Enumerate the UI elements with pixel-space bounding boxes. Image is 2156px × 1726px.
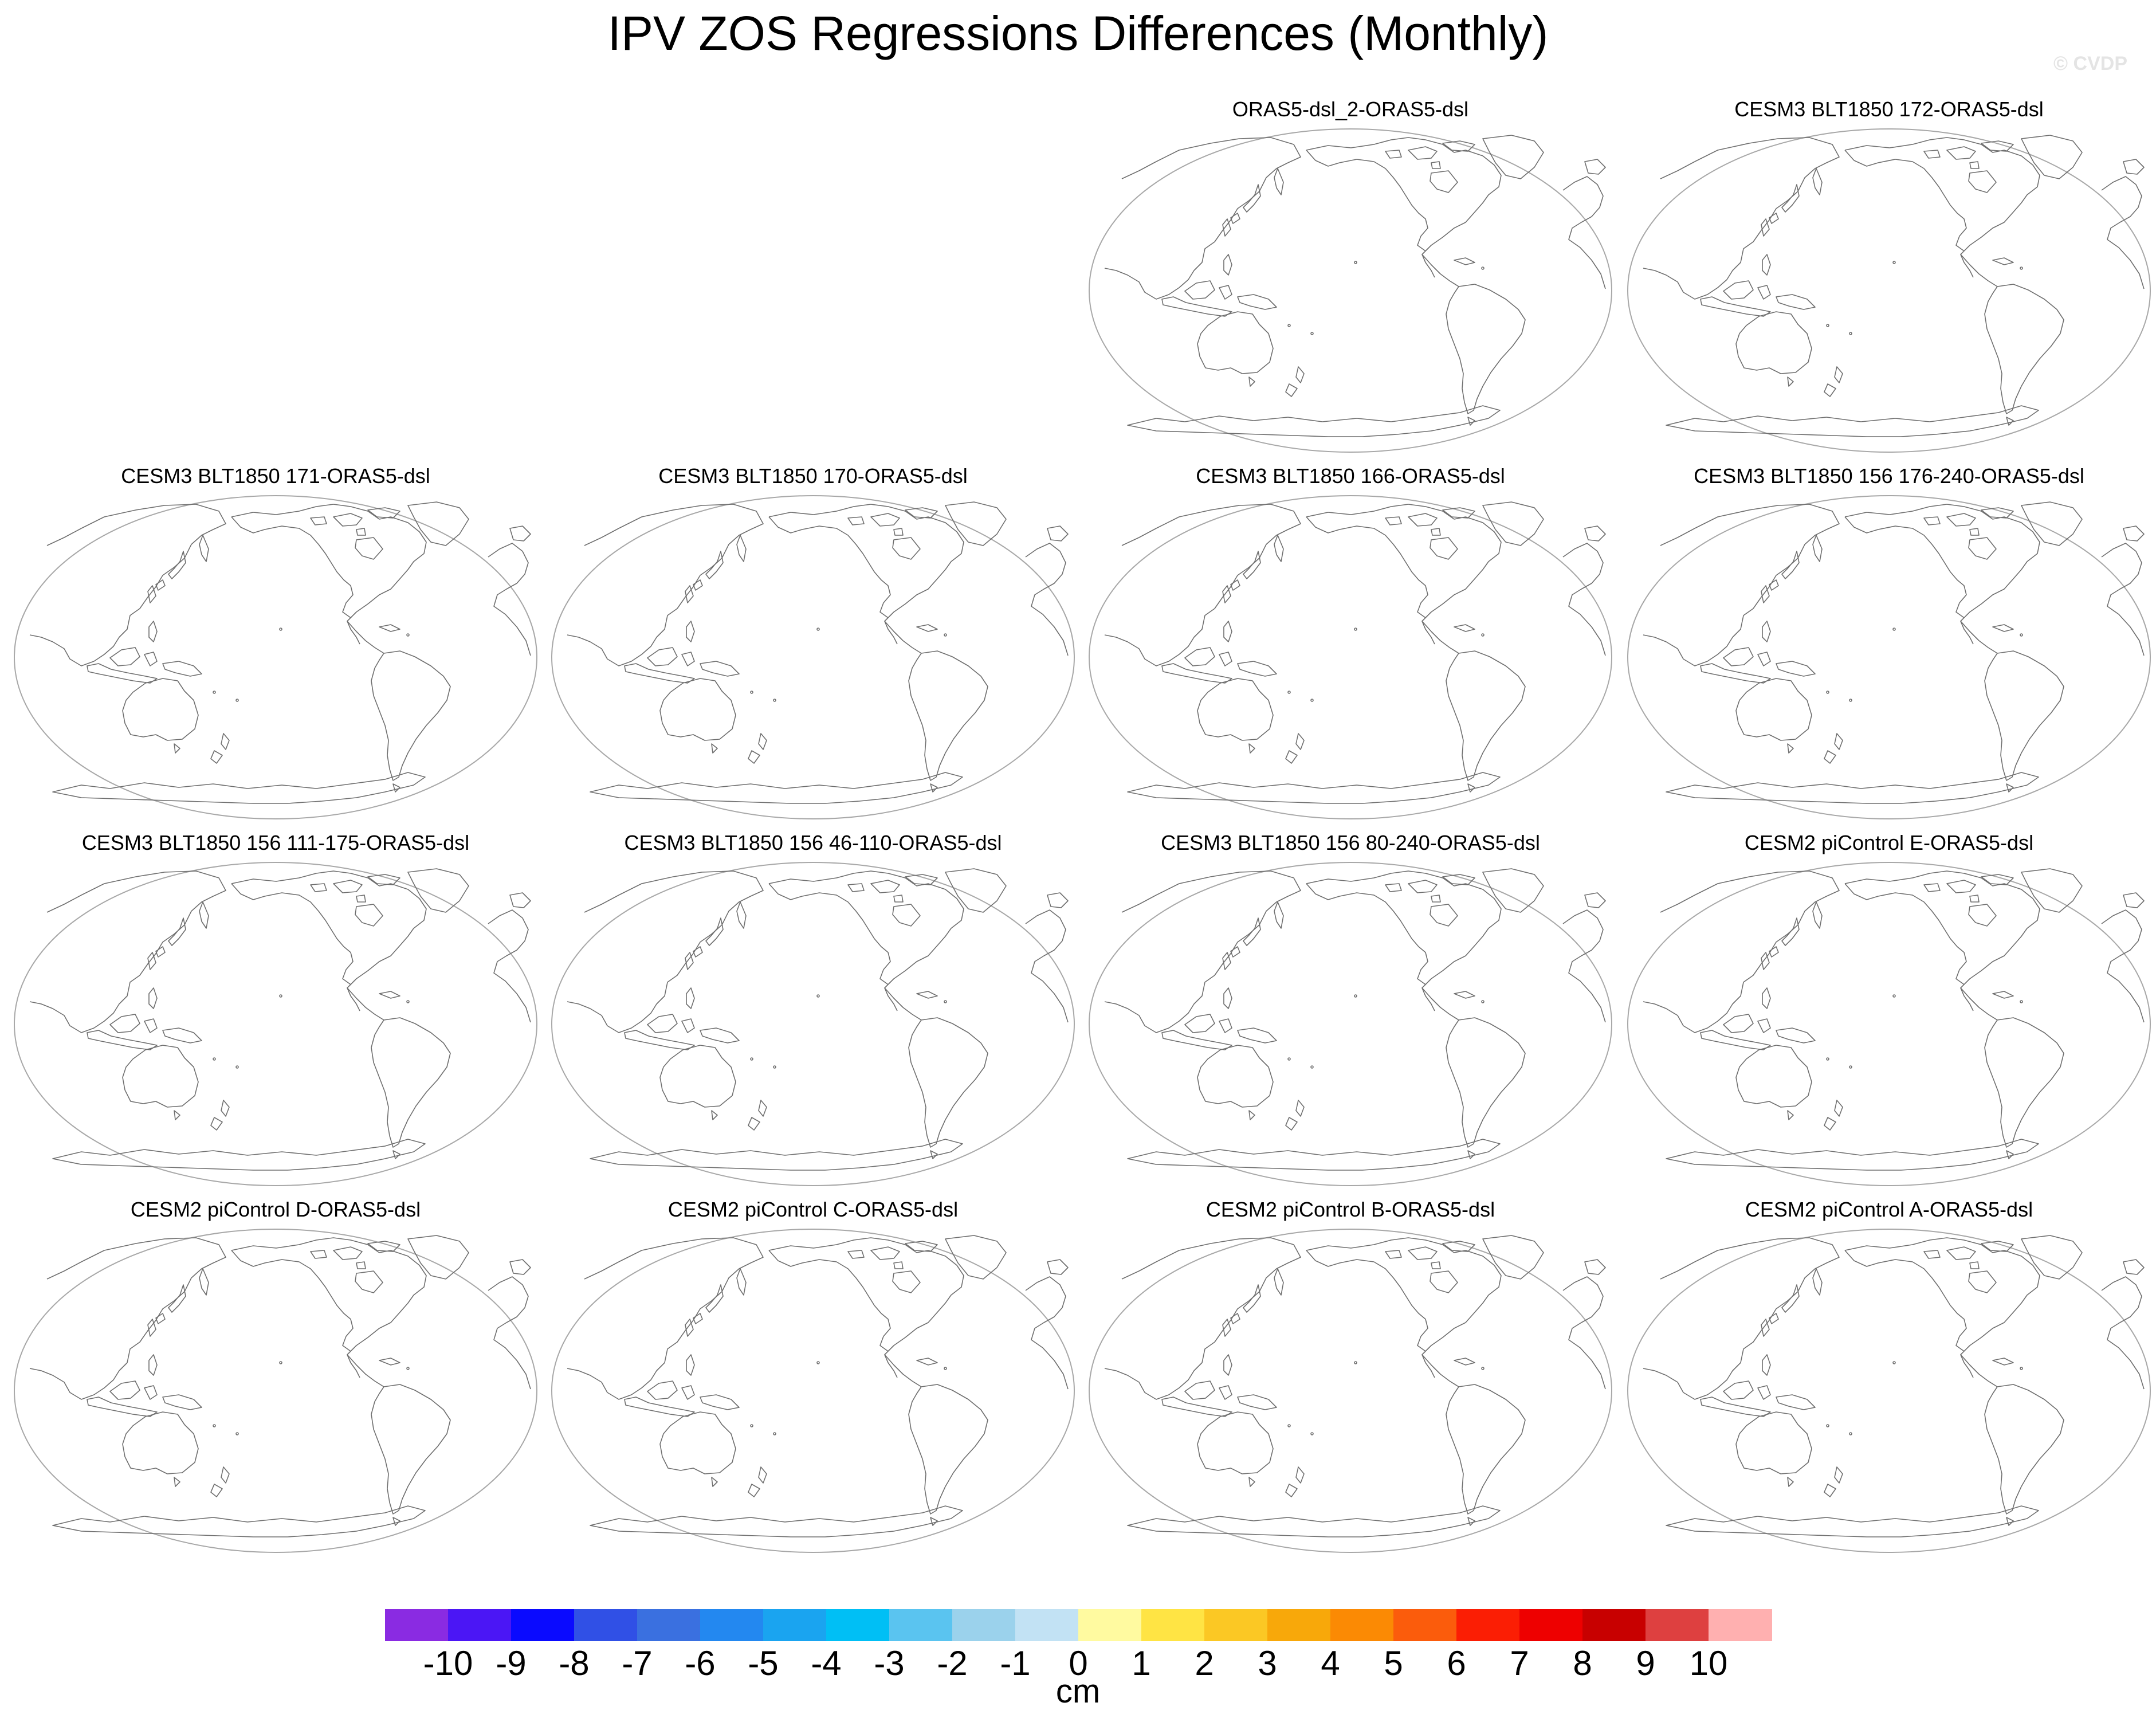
map-panel: CESM2 piControl C-ORAS5-dsl — [544, 1198, 1082, 1564]
map-panel: CESM3 BLT1850 166-ORAS5-dsl — [1082, 464, 1619, 831]
colorbar-tick-label: -2 — [937, 1644, 968, 1682]
colorbar-box — [763, 1609, 827, 1641]
panel-title: CESM2 piControl E-ORAS5-dsl — [1744, 831, 2034, 854]
colorbar-tick-label: 8 — [1573, 1644, 1592, 1682]
colorbar-box — [574, 1609, 638, 1641]
map-panel: CESM2 piControl A-ORAS5-dsl — [1620, 1198, 2156, 1564]
colorbar-tick-label: -5 — [748, 1644, 779, 1682]
colorbar-box — [1709, 1609, 1772, 1641]
panel-title: CESM3 BLT1850 171-ORAS5-dsl — [121, 464, 430, 488]
map-panel: CESM2 piControl E-ORAS5-dsl — [1620, 831, 2156, 1198]
panel-title: CESM2 piControl B-ORAS5-dsl — [1205, 1198, 1495, 1221]
colorbar-box — [1015, 1609, 1079, 1641]
colorbar-tick-label: -7 — [622, 1644, 653, 1682]
panel-title: CESM3 BLT1850 156 176-240-ORAS5-dsl — [1694, 464, 2084, 488]
colorbar-tick-label: 3 — [1258, 1644, 1277, 1682]
map-panel: ORAS5-dsl_2-ORAS5-dsl — [1082, 97, 1619, 464]
panel-title: CESM2 piControl C-ORAS5-dsl — [667, 1198, 959, 1221]
colorbar-tick-label: 2 — [1195, 1644, 1214, 1682]
cvdp-watermark: © CVDP — [2053, 53, 2127, 74]
colorbar-box — [1330, 1609, 1394, 1641]
panel-title: CESM3 BLT1850 170-ORAS5-dsl — [658, 464, 968, 488]
colorbar-box — [889, 1609, 953, 1641]
panel-title: CESM3 BLT1850 172-ORAS5-dsl — [1734, 97, 2044, 121]
colorbar-box — [1393, 1609, 1457, 1641]
colorbar-tick-label: 9 — [1636, 1644, 1655, 1682]
colorbar-box — [1204, 1609, 1268, 1641]
map-panel: CESM3 BLT1850 156 80-240-ORAS5-dsl — [1082, 831, 1619, 1198]
colorbar-tick-label: 0 — [1069, 1644, 1088, 1682]
colorbar-tick-label: 6 — [1447, 1644, 1466, 1682]
figure-title: IPV ZOS Regressions Differences (Monthly… — [607, 6, 1549, 60]
colorbar-box — [1141, 1609, 1205, 1641]
colorbar-box — [700, 1609, 764, 1641]
colorbar-box — [1456, 1609, 1520, 1641]
colorbar-tick-label: -1 — [1000, 1644, 1031, 1682]
panel-title: CESM3 BLT1850 166-ORAS5-dsl — [1196, 464, 1505, 488]
colorbar-tick-label: -8 — [559, 1644, 590, 1682]
colorbar — [385, 1609, 1772, 1641]
colorbar-tick-label: 5 — [1384, 1644, 1403, 1682]
colorbar-box — [826, 1609, 890, 1641]
panel-title: CESM3 BLT1850 156 111-175-ORAS5-dsl — [81, 831, 470, 854]
colorbar-tick-label: -4 — [811, 1644, 842, 1682]
colorbar-box — [1267, 1609, 1331, 1641]
map-panel: CESM2 piControl D-ORAS5-dsl — [7, 1198, 544, 1564]
map-panel: CESM3 BLT1850 156 46-110-ORAS5-dsl — [544, 831, 1082, 1198]
colorbar-tick-label: -10 — [423, 1644, 473, 1682]
colorbar-tick-label: -6 — [685, 1644, 716, 1682]
colorbar-tick-label: 4 — [1321, 1644, 1340, 1682]
colorbar-box — [1582, 1609, 1646, 1641]
panel-title: ORAS5-dsl_2-ORAS5-dsl — [1232, 97, 1469, 121]
panel-title: CESM3 BLT1850 156 46-110-ORAS5-dsl — [624, 831, 1002, 854]
colorbar-box — [1078, 1609, 1142, 1641]
panel-title: CESM3 BLT1850 156 80-240-ORAS5-dsl — [1161, 831, 1540, 854]
colorbar-units: cm — [1055, 1673, 1101, 1710]
panel-title: CESM2 piControl D-ORAS5-dsl — [130, 1198, 421, 1221]
map-panel: CESM3 BLT1850 172-ORAS5-dsl — [1620, 97, 2156, 464]
map-panel: CESM3 BLT1850 171-ORAS5-dsl — [7, 464, 544, 831]
colorbar-box — [1519, 1609, 1583, 1641]
panel-title: CESM2 piControl A-ORAS5-dsl — [1745, 1198, 2033, 1221]
map-panel: CESM2 piControl B-ORAS5-dsl — [1082, 1198, 1619, 1564]
colorbar-tick-label: 7 — [1510, 1644, 1529, 1682]
colorbar-box — [448, 1609, 512, 1641]
colorbar-box — [1646, 1609, 1709, 1641]
colorbar-tick-label: 1 — [1132, 1644, 1151, 1682]
colorbar-box — [511, 1609, 575, 1641]
map-panel: CESM3 BLT1850 170-ORAS5-dsl — [544, 464, 1082, 831]
colorbar-box — [952, 1609, 1016, 1641]
colorbar-box — [637, 1609, 701, 1641]
colorbar-box — [385, 1609, 449, 1641]
map-panel: CESM3 BLT1850 156 176-240-ORAS5-dsl — [1620, 464, 2156, 831]
map-panel: CESM3 BLT1850 156 111-175-ORAS5-dsl — [7, 831, 544, 1198]
colorbar-tick-label: -9 — [496, 1644, 527, 1682]
colorbar-tick-label: -3 — [874, 1644, 905, 1682]
colorbar-tick-label: 10 — [1689, 1644, 1728, 1682]
